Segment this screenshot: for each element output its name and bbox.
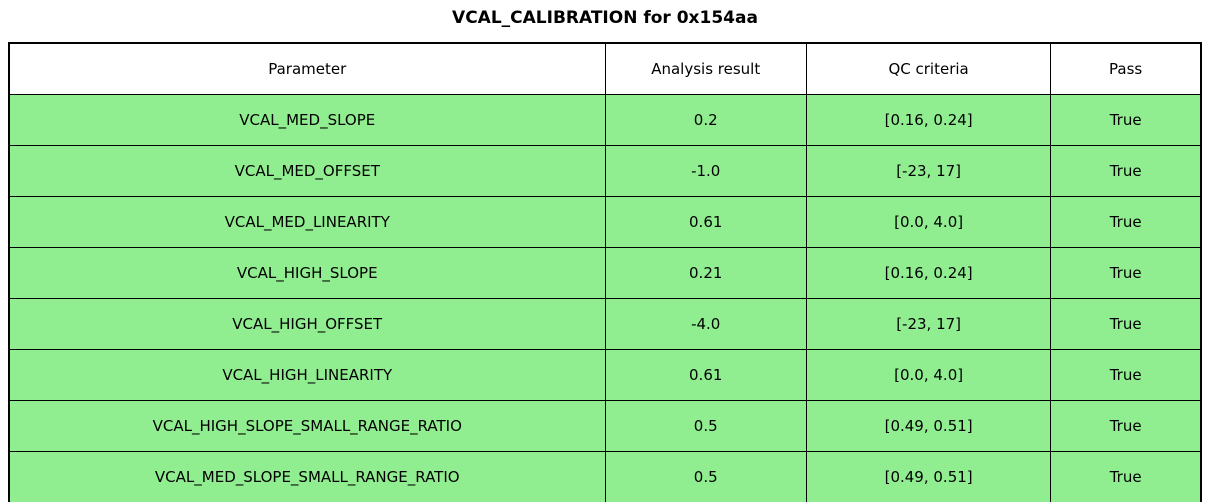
- cell-analysis-result: 0.61: [604, 196, 807, 248]
- cell-pass: True: [1050, 451, 1202, 502]
- cell-analysis-result: 0.2: [604, 94, 807, 146]
- cell-qc-criteria: [0.0, 4.0]: [805, 349, 1052, 401]
- cell-qc-criteria: [0.16, 0.24]: [805, 247, 1052, 299]
- table-row: VCAL_HIGH_SLOPE_SMALL_RANGE_RATIO 0.5 [0…: [8, 400, 1202, 452]
- column-header-pass: Pass: [1050, 42, 1202, 95]
- cell-qc-criteria: [-23, 17]: [805, 298, 1052, 350]
- cell-qc-criteria: [0.49, 0.51]: [805, 451, 1052, 502]
- cell-analysis-result: 0.5: [604, 451, 807, 502]
- table-row: VCAL_HIGH_OFFSET -4.0 [-23, 17] True: [8, 298, 1202, 350]
- column-header-qc-criteria: QC criteria: [805, 42, 1052, 95]
- table-row: VCAL_MED_OFFSET -1.0 [-23, 17] True: [8, 145, 1202, 197]
- table-row: VCAL_MED_SLOPE_SMALL_RANGE_RATIO 0.5 [0.…: [8, 451, 1202, 502]
- cell-parameter: VCAL_HIGH_OFFSET: [8, 298, 606, 350]
- table-row: VCAL_HIGH_SLOPE 0.21 [0.16, 0.24] True: [8, 247, 1202, 299]
- cell-qc-criteria: [0.49, 0.51]: [805, 400, 1052, 452]
- cell-pass: True: [1050, 247, 1202, 299]
- cell-analysis-result: 0.61: [604, 349, 807, 401]
- cell-pass: True: [1050, 349, 1202, 401]
- column-header-parameter: Parameter: [8, 42, 606, 95]
- cell-parameter: VCAL_MED_SLOPE_SMALL_RANGE_RATIO: [8, 451, 606, 502]
- cell-analysis-result: -1.0: [604, 145, 807, 197]
- cell-analysis-result: 0.21: [604, 247, 807, 299]
- cell-analysis-result: -4.0: [604, 298, 807, 350]
- table-body: VCAL_MED_SLOPE 0.2 [0.16, 0.24] True VCA…: [8, 94, 1202, 502]
- cell-analysis-result: 0.5: [604, 400, 807, 452]
- table-row: VCAL_MED_SLOPE 0.2 [0.16, 0.24] True: [8, 94, 1202, 146]
- cell-parameter: VCAL_MED_SLOPE: [8, 94, 606, 146]
- cell-qc-criteria: [0.16, 0.24]: [805, 94, 1052, 146]
- cell-qc-criteria: [-23, 17]: [805, 145, 1052, 197]
- column-header-analysis-result: Analysis result: [604, 42, 807, 95]
- cell-parameter: VCAL_HIGH_LINEARITY: [8, 349, 606, 401]
- table-header: Parameter Analysis result QC criteria Pa…: [8, 42, 1202, 95]
- cell-qc-criteria: [0.0, 4.0]: [805, 196, 1052, 248]
- table-row: VCAL_MED_LINEARITY 0.61 [0.0, 4.0] True: [8, 196, 1202, 248]
- cell-parameter: VCAL_HIGH_SLOPE: [8, 247, 606, 299]
- cell-parameter: VCAL_HIGH_SLOPE_SMALL_RANGE_RATIO: [8, 400, 606, 452]
- cell-pass: True: [1050, 145, 1202, 197]
- figure-title: VCAL_CALIBRATION for 0x154aa: [452, 8, 758, 28]
- header-row: Parameter Analysis result QC criteria Pa…: [8, 42, 1202, 95]
- cell-pass: True: [1050, 94, 1202, 146]
- table-row: VCAL_HIGH_LINEARITY 0.61 [0.0, 4.0] True: [8, 349, 1202, 401]
- cell-pass: True: [1050, 298, 1202, 350]
- cell-pass: True: [1050, 196, 1202, 248]
- cell-parameter: VCAL_MED_LINEARITY: [8, 196, 606, 248]
- qc-results-table: Parameter Analysis result QC criteria Pa…: [8, 42, 1202, 502]
- cell-parameter: VCAL_MED_OFFSET: [8, 145, 606, 197]
- cell-pass: True: [1050, 400, 1202, 452]
